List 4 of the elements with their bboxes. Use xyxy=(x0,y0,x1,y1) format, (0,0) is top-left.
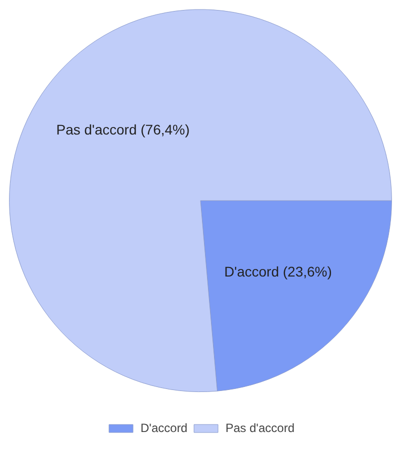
data-label: D'accord (23,6%) xyxy=(224,264,332,280)
data-label: Pas d'accord (76,4%) xyxy=(56,122,190,138)
legend-label: Pas d'accord xyxy=(225,421,294,435)
legend-label: D'accord xyxy=(140,421,188,435)
